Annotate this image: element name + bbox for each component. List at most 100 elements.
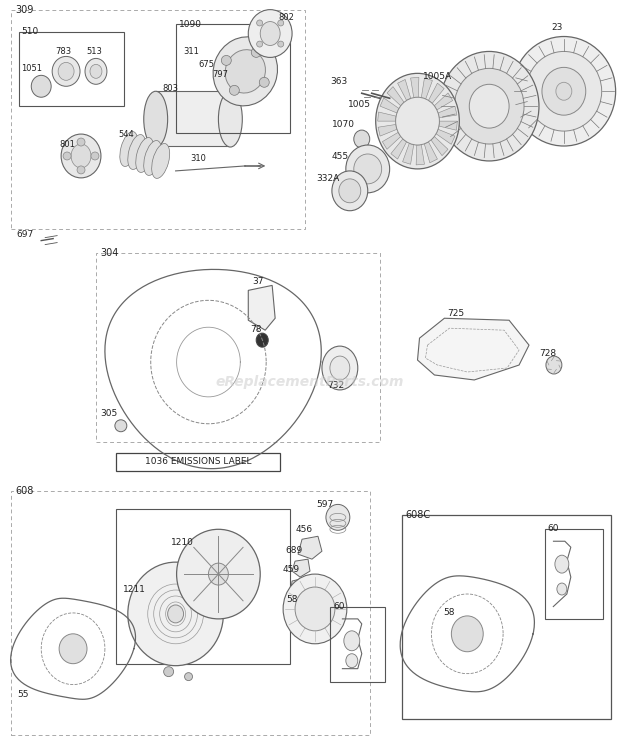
Polygon shape: [397, 80, 410, 100]
Ellipse shape: [248, 10, 292, 57]
Ellipse shape: [58, 62, 74, 80]
Text: 1211: 1211: [123, 585, 146, 594]
Bar: [402, 516, 611, 719]
Ellipse shape: [454, 68, 524, 144]
Text: 597: 597: [316, 501, 333, 510]
Bar: [19, 31, 124, 106]
Ellipse shape: [346, 145, 389, 193]
Ellipse shape: [152, 144, 170, 179]
Ellipse shape: [396, 97, 440, 145]
Bar: [116, 452, 280, 470]
Text: 1036 EMISSIONS LABEL: 1036 EMISSIONS LABEL: [144, 457, 251, 466]
Ellipse shape: [555, 555, 569, 573]
Text: 802: 802: [278, 13, 294, 22]
Ellipse shape: [59, 634, 87, 664]
Text: 728: 728: [539, 349, 556, 358]
Ellipse shape: [526, 51, 601, 131]
Ellipse shape: [63, 152, 71, 160]
Text: 675: 675: [198, 60, 215, 69]
Text: 459: 459: [282, 565, 299, 574]
Ellipse shape: [52, 57, 80, 86]
Text: 801: 801: [59, 140, 75, 149]
Ellipse shape: [71, 144, 91, 168]
Ellipse shape: [322, 346, 358, 390]
Bar: [96, 252, 379, 442]
Ellipse shape: [354, 154, 382, 184]
Ellipse shape: [31, 75, 51, 97]
Ellipse shape: [260, 22, 280, 45]
Ellipse shape: [257, 41, 263, 47]
Ellipse shape: [90, 65, 102, 78]
Polygon shape: [422, 78, 432, 99]
Polygon shape: [439, 121, 458, 130]
Text: 60: 60: [333, 602, 344, 611]
Ellipse shape: [346, 654, 358, 667]
Ellipse shape: [354, 130, 370, 148]
Text: 608C: 608C: [405, 510, 431, 520]
Polygon shape: [292, 559, 310, 577]
Text: 697: 697: [16, 230, 33, 239]
Polygon shape: [391, 139, 407, 159]
Polygon shape: [410, 77, 419, 97]
Text: 1210: 1210: [170, 538, 193, 547]
Polygon shape: [380, 98, 399, 113]
Polygon shape: [402, 144, 414, 164]
Bar: [545, 529, 603, 619]
Text: 1051: 1051: [21, 64, 42, 74]
Bar: [11, 10, 305, 228]
Ellipse shape: [283, 574, 347, 644]
Text: 23: 23: [551, 22, 562, 31]
Ellipse shape: [229, 86, 239, 95]
Ellipse shape: [221, 55, 231, 65]
Polygon shape: [383, 132, 401, 150]
Text: 332A: 332A: [316, 174, 339, 183]
Polygon shape: [431, 136, 448, 155]
Text: 309: 309: [16, 4, 33, 15]
Text: 608: 608: [16, 487, 33, 496]
Ellipse shape: [185, 673, 193, 681]
Ellipse shape: [120, 132, 138, 167]
Ellipse shape: [278, 41, 284, 47]
Ellipse shape: [77, 166, 85, 174]
Text: 544: 544: [119, 130, 135, 139]
Ellipse shape: [546, 356, 562, 374]
Text: 311: 311: [184, 48, 200, 57]
Ellipse shape: [344, 631, 360, 651]
Polygon shape: [387, 86, 404, 106]
Polygon shape: [417, 318, 529, 380]
Ellipse shape: [326, 504, 350, 530]
Text: 58: 58: [443, 608, 455, 617]
Ellipse shape: [136, 138, 154, 173]
Ellipse shape: [128, 562, 223, 666]
Text: 456: 456: [295, 525, 312, 534]
Ellipse shape: [128, 135, 146, 170]
Text: 305: 305: [100, 408, 117, 418]
Text: 37: 37: [252, 278, 264, 286]
Text: 510: 510: [21, 27, 38, 36]
Text: 78: 78: [250, 325, 262, 334]
Polygon shape: [378, 124, 397, 136]
Bar: [175, 24, 290, 133]
Ellipse shape: [451, 616, 483, 652]
Ellipse shape: [115, 420, 127, 432]
Ellipse shape: [278, 20, 284, 26]
Ellipse shape: [218, 92, 242, 147]
Text: 304: 304: [100, 248, 118, 257]
Ellipse shape: [225, 50, 265, 93]
Text: 455: 455: [332, 152, 349, 161]
Text: 803: 803: [162, 84, 179, 93]
Bar: [330, 607, 384, 682]
Ellipse shape: [339, 179, 361, 203]
Text: 1005A: 1005A: [422, 72, 451, 81]
Ellipse shape: [177, 529, 260, 619]
Polygon shape: [438, 106, 457, 118]
Ellipse shape: [164, 667, 174, 676]
Polygon shape: [298, 536, 322, 559]
Text: 783: 783: [55, 48, 71, 57]
Ellipse shape: [259, 77, 269, 87]
Text: 363: 363: [330, 77, 347, 86]
Text: 58: 58: [286, 595, 298, 604]
Ellipse shape: [167, 605, 184, 623]
Ellipse shape: [295, 587, 335, 631]
Polygon shape: [416, 144, 425, 165]
